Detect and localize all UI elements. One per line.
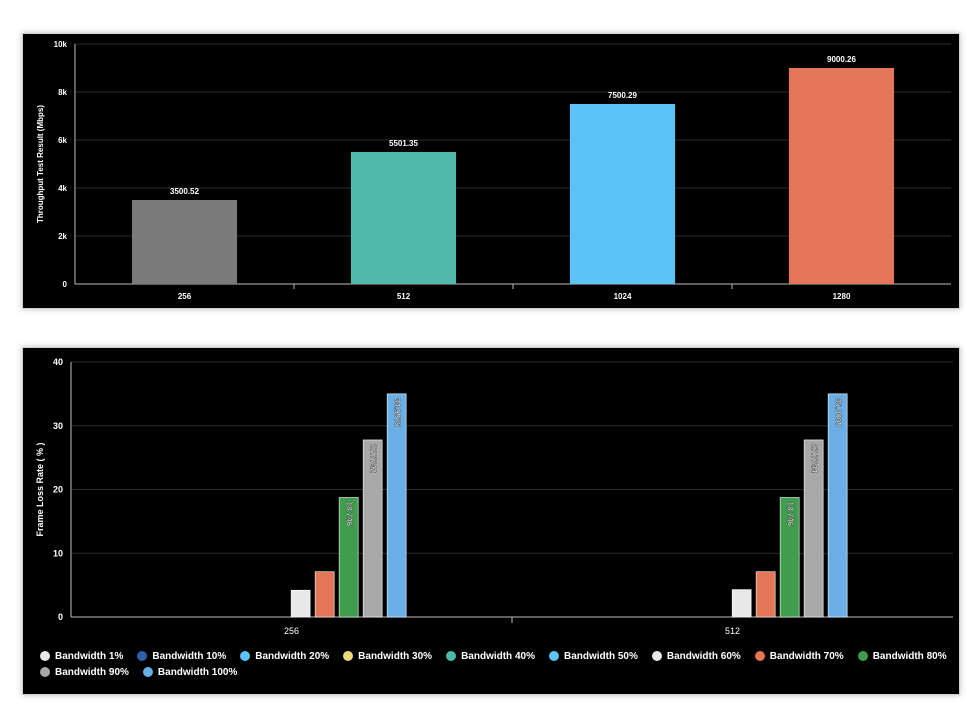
bar: [788, 67, 895, 284]
y-tick-label: 4k: [58, 184, 67, 193]
bar: [386, 393, 407, 618]
legend-marker-icon: [40, 651, 50, 661]
bar: [131, 199, 238, 284]
bar: [827, 393, 848, 618]
legend-label: Bandwidth 40%: [461, 650, 535, 662]
legend-marker-icon: [446, 651, 457, 661]
data-label: 3500.52: [170, 187, 199, 196]
legend-label: Bandwidth 90%: [55, 666, 129, 678]
legend-item[interactable]: Bandwidth 50%: [548, 649, 638, 663]
legend-item[interactable]: Bandwidth 90%: [40, 665, 129, 679]
legend-item[interactable]: Bandwidth 1%: [40, 649, 123, 663]
x-tick-label: 256: [178, 292, 192, 301]
y-tick-label: 30: [53, 421, 63, 431]
bar: [314, 571, 335, 618]
legend-marker-icon: [142, 667, 153, 677]
bar: [779, 497, 800, 618]
frame-loss-legend: Bandwidth 1% Bandwidth 10% Bandwidth 20% Ba…: [40, 649, 950, 679]
legend-label: Bandwidth 80%: [872, 650, 947, 662]
frame-loss-chart: 0 10 20 30 40 18.746 27.7742 34.9975 256 18.746 27…: [35, 357, 953, 636]
legend-item[interactable]: Bandwidth 70%: [754, 649, 844, 663]
bar: [569, 103, 676, 284]
legend-label: Bandwidth 70%: [769, 650, 844, 662]
legend-marker-icon: [137, 651, 148, 661]
legend-marker-icon: [548, 651, 559, 661]
x-tick-label: 256: [284, 626, 299, 636]
data-label: 5501.35: [389, 139, 418, 148]
y-tick-label: 10k: [54, 40, 68, 49]
legend-label: Bandwidth 20%: [255, 650, 330, 662]
legend-marker-icon: [240, 651, 251, 661]
legend-label: Bandwidth 1%: [55, 650, 124, 662]
x-tick-label: 1280: [833, 292, 851, 301]
y-tick-label: 40: [53, 357, 63, 367]
bar: [755, 571, 776, 618]
y-tick-label: 20: [53, 485, 63, 495]
legend-marker-icon: [754, 651, 765, 661]
data-label: 35.0009: [834, 398, 843, 427]
data-label: 18.746: [786, 501, 795, 526]
data-label: 7500.29: [608, 91, 637, 100]
data-label: 27.7742: [369, 444, 378, 473]
legend-item[interactable]: Bandwidth 80%: [857, 649, 947, 663]
bar: [362, 439, 383, 618]
data-label: 18.746: [345, 501, 354, 526]
y-tick-label: 6k: [58, 136, 67, 145]
legend-label: Bandwidth 30%: [358, 650, 433, 662]
y-tick-label: 10: [53, 548, 63, 558]
y-tick-label: 8k: [58, 88, 67, 97]
legend-label: Bandwidth 50%: [563, 650, 638, 662]
legend-item[interactable]: Bandwidth 30%: [343, 649, 432, 663]
x-tick-label: 512: [725, 626, 740, 636]
legend-item[interactable]: Bandwidth 40%: [446, 649, 535, 663]
bar: [731, 589, 752, 618]
y-tick-label: 2k: [58, 232, 67, 241]
x-tick-label: 1024: [614, 292, 632, 301]
legend-marker-icon: [857, 651, 868, 661]
data-label: 9000.26: [827, 55, 856, 64]
legend-item[interactable]: Bandwidth 60%: [651, 649, 741, 663]
y-tick-label: 0: [63, 280, 68, 289]
x-tick-label: 512: [397, 292, 411, 301]
legend-marker-icon: [40, 667, 50, 677]
frame-loss-chart-panel: 0 10 20 30 40 18.746 27.7742 34.9975 256 18.746 27…: [22, 347, 960, 695]
throughput-chart-panel: 0 2k 4k 6k 8k 10k 3500.52 256 5501.35 512 7500.29 1…: [22, 33, 960, 309]
legend-marker-icon: [343, 651, 354, 661]
legend-item[interactable]: Bandwidth 20%: [240, 649, 329, 663]
y-tick-label: 0: [58, 612, 63, 622]
throughput-chart: 0 2k 4k 6k 8k 10k 3500.52 256 5501.35 512 7500.29 1…: [36, 40, 951, 301]
data-label: 34.9975: [393, 398, 402, 427]
bar: [290, 589, 311, 618]
legend-label: Bandwidth 10%: [152, 650, 227, 662]
legend-item[interactable]: Bandwidth 10%: [137, 649, 226, 663]
legend-label: Bandwidth 100%: [157, 666, 238, 678]
legend-item[interactable]: Bandwidth 100%: [142, 665, 238, 679]
bar: [350, 151, 457, 284]
bar: [803, 439, 824, 618]
bar: [338, 497, 359, 618]
y-axis-title: Throughput Test Result (Mbps): [36, 105, 45, 223]
legend-marker-icon: [651, 651, 662, 661]
y-axis-title: Frame Loss Rate ( % ): [35, 442, 45, 536]
data-label: 27.7744: [810, 444, 819, 473]
legend-label: Bandwidth 60%: [666, 650, 741, 662]
